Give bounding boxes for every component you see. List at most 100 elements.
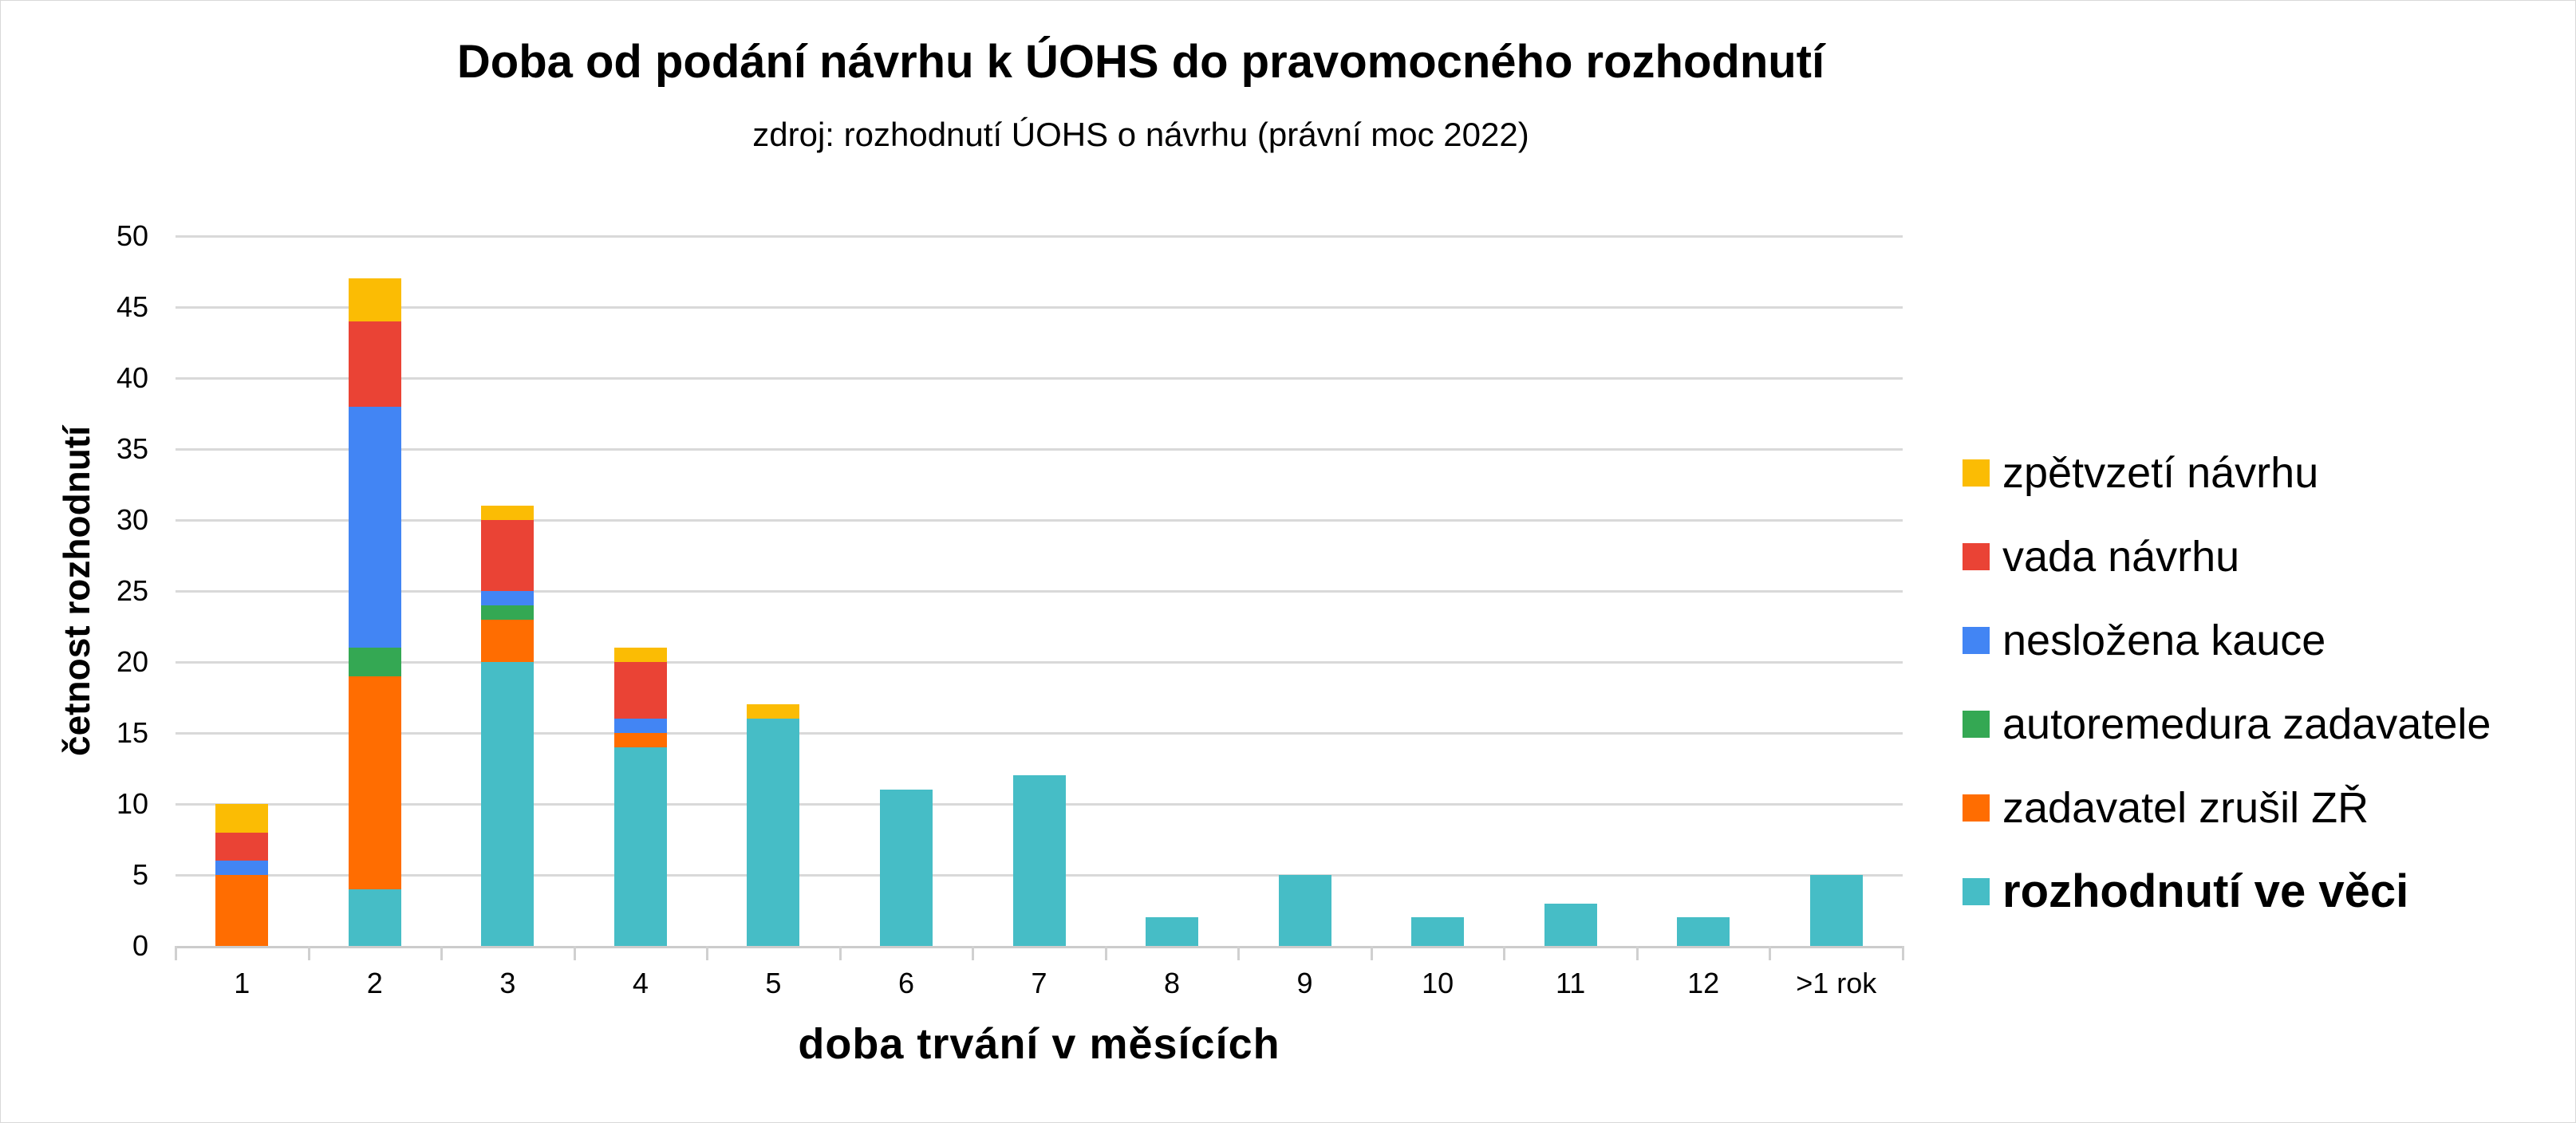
stacked-bar [613, 648, 667, 946]
x-tick-mark [1769, 946, 1772, 960]
legend-swatch-icon [1963, 877, 1990, 905]
legend-swatch-icon [1963, 459, 1990, 487]
legend-item: vada návrhu [1963, 514, 2491, 598]
gridline [176, 661, 1903, 664]
y-tick-label: 35 [116, 432, 148, 465]
x-tick-mark [1635, 946, 1639, 960]
bar-segment [747, 704, 800, 719]
bar-segment [613, 733, 667, 747]
stacked-bar [1544, 903, 1597, 946]
y-tick-label: 20 [116, 645, 148, 678]
legend-label: vada návrhu [2002, 532, 2240, 581]
gridline [176, 732, 1903, 735]
x-tick-label: 2 [366, 967, 383, 999]
bar-segment [215, 804, 269, 833]
bar-segment [348, 676, 401, 889]
gridline [176, 448, 1903, 451]
stacked-bar [1278, 875, 1331, 946]
y-tick-label: 0 [132, 929, 148, 962]
plot-area [176, 235, 1903, 946]
legend-item: zadavatel zrušil ZŘ [1963, 766, 2491, 849]
x-tick-label: 10 [1422, 967, 1454, 999]
bar-segment [481, 619, 535, 662]
stacked-bar [1411, 917, 1465, 946]
x-axis-title: doba trvání v měsících [798, 1020, 1280, 1068]
gridline [176, 590, 1903, 593]
y-tick-label: 45 [116, 290, 148, 323]
x-tick-mark [1237, 946, 1241, 960]
x-tick-mark [573, 946, 576, 960]
bar-segment [1544, 903, 1597, 946]
bar-segment [481, 591, 535, 605]
x-axis-line [176, 946, 1903, 948]
bar-segment [1809, 875, 1863, 946]
x-tick-mark [706, 946, 709, 960]
bar-segment [613, 662, 667, 719]
legend-label: nesložena kauce [2002, 616, 2326, 664]
stacked-bar [1809, 875, 1863, 946]
x-tick-label: 8 [1164, 967, 1181, 999]
legend-swatch-icon [1963, 794, 1990, 822]
legend-swatch-icon [1963, 626, 1990, 654]
legend-swatch-icon [1963, 542, 1990, 570]
bar-segment [1677, 917, 1730, 946]
x-tick-mark [1104, 946, 1107, 960]
gridline [176, 306, 1903, 309]
stacked-bar [747, 704, 800, 946]
bar-segment [879, 790, 933, 946]
bar-segment [613, 719, 667, 734]
bar-segment [1411, 917, 1465, 946]
bar-segment [481, 506, 535, 521]
chart-subtitle: zdroj: rozhodnutí ÚOHS o návrhu (právní … [752, 116, 1529, 153]
bar-segment [215, 875, 269, 946]
x-tick-label: 4 [632, 967, 649, 999]
stacked-bar [1146, 917, 1199, 946]
legend-label: zpětvzetí návrhu [2002, 448, 2319, 497]
bar-segment [747, 719, 800, 946]
legend-label: rozhodnutí ve věci [2002, 865, 2409, 917]
x-tick-label: 9 [1296, 967, 1313, 999]
stacked-bar [215, 804, 269, 946]
bar-segment [348, 278, 401, 321]
gridline [176, 377, 1903, 380]
legend-label: zadavatel zrušil ZŘ [2002, 783, 2369, 832]
y-tick-label: 30 [116, 503, 148, 536]
bar-segment [348, 406, 401, 648]
y-tick-label: 40 [116, 361, 148, 394]
bar-segment [1278, 875, 1331, 946]
x-tick-label: 11 [1555, 967, 1586, 999]
x-tick-label: 1 [234, 967, 250, 999]
bar-segment [1146, 917, 1199, 946]
x-tick-mark [440, 946, 444, 960]
stacked-bar [481, 506, 535, 946]
y-tick-label: 5 [132, 858, 148, 891]
x-tick-mark [175, 946, 177, 960]
x-tick-mark [838, 946, 842, 960]
stacked-bar [879, 790, 933, 946]
stacked-bar [1677, 917, 1730, 946]
legend-item: rozhodnutí ve věci [1963, 849, 2491, 933]
x-tick-mark [1370, 946, 1373, 960]
bar-segment [348, 889, 401, 946]
legend-item: zpětvzetí návrhu [1963, 431, 2491, 514]
y-tick-label: 10 [116, 787, 148, 820]
y-tick-label: 25 [116, 574, 148, 607]
stacked-bar [348, 278, 401, 946]
x-tick-mark [972, 946, 975, 960]
y-tick-label: 15 [116, 716, 148, 749]
bar-segment [613, 747, 667, 946]
x-tick-mark [1503, 946, 1506, 960]
bar-segment [215, 832, 269, 861]
legend-swatch-icon [1963, 710, 1990, 738]
bar-segment [613, 648, 667, 663]
legend-item: autoremedura zadavatele [1963, 682, 2491, 766]
bar-segment [348, 648, 401, 676]
x-tick-label: 12 [1687, 967, 1720, 999]
x-tick-mark [307, 946, 310, 960]
legend-item: nesložena kauce [1963, 598, 2491, 682]
x-tick-label: 5 [765, 967, 782, 999]
x-tick-mark [1902, 946, 1904, 960]
gridline [176, 235, 1903, 238]
bar-segment [348, 321, 401, 407]
y-axis-title: četnost rozhodnutí [56, 426, 97, 756]
